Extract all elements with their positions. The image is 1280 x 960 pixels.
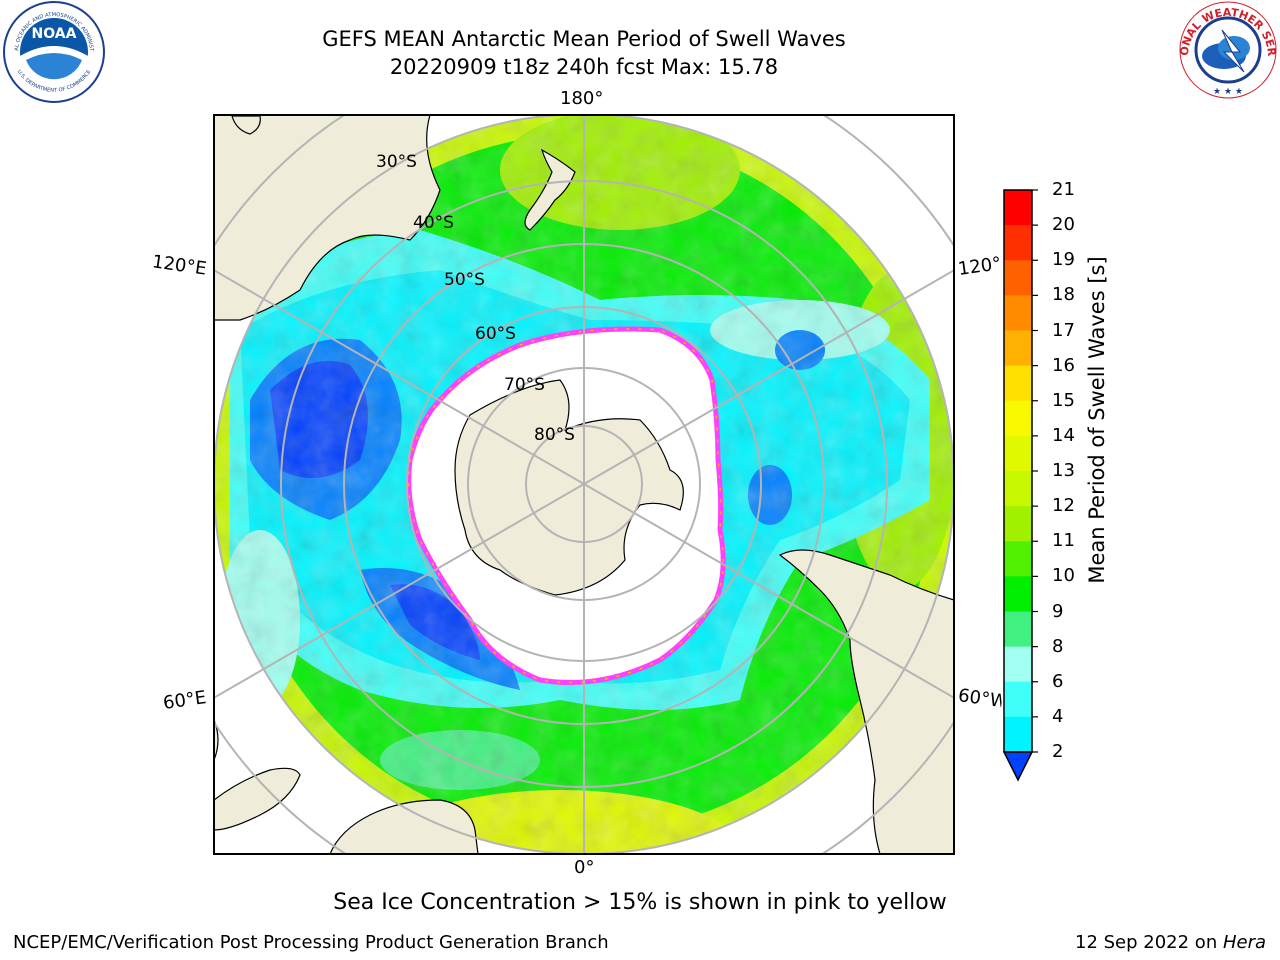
colorbar-tick-label: 19: [1052, 249, 1075, 271]
lat-label-40s: 40°S: [413, 213, 454, 233]
sea-ice-note: Sea Ice Concentration > 15% is shown in …: [333, 890, 947, 915]
colorbar-bin: [1004, 576, 1032, 612]
lat-label-70s: 70°S: [504, 375, 545, 395]
colorbar-tick-label: 18: [1052, 284, 1075, 306]
colorbar-tick-label: 4: [1052, 705, 1064, 727]
date-text: 12 Sep 2022 on Hera: [1075, 932, 1266, 953]
credit-text: NCEP/EMC/Verification Post Processing Pr…: [13, 932, 609, 953]
colorbar-bin: [1004, 295, 1032, 331]
colorbar-bin: [1004, 506, 1032, 542]
lat-label-80s: 80°S: [534, 425, 575, 445]
colorbar-tick-label: 10: [1052, 565, 1075, 587]
colorbar-tick-label: 8: [1052, 635, 1064, 657]
lon-label-180: 180°: [560, 88, 604, 109]
land-africa: [329, 799, 479, 854]
colorbar-extend-min: [1002, 751, 1034, 782]
land-new-zealand: [524, 148, 576, 231]
land-madagascar: [214, 767, 301, 831]
colorbar-tick-label: 6: [1052, 670, 1064, 692]
chart-subtitle: 20220909 t18z 240h fcst Max: 15.78: [389, 55, 779, 79]
colorbar-bin: [1004, 716, 1032, 753]
lon-label-0: 0°: [574, 857, 595, 878]
colorbar-bin: [1004, 681, 1032, 718]
colorbar-tick-label: 2: [1052, 741, 1064, 762]
colorbar-bin: [1004, 646, 1032, 683]
chart-title: GEFS MEAN Antarctic Mean Period of Swell…: [322, 27, 846, 51]
colorbar-tick-label: 20: [1052, 214, 1075, 236]
colorbar-tick-label: 9: [1052, 600, 1064, 622]
noaa-logo: NOAA NATIONAL OCEANIC AND ATMOSPHERIC AD…: [2, 0, 105, 103]
nws-logo: NATIONAL WEATHER SERVICE ★ ★ ★: [1178, 0, 1278, 99]
land-tasmania: [231, 115, 261, 135]
machine-name: Hera: [1222, 932, 1266, 953]
colorbar-tick-label: 21: [1052, 179, 1075, 200]
colorbar-tick-label: 13: [1052, 460, 1075, 481]
noaa-logo-text: NOAA: [32, 26, 77, 42]
colorbar-bin: [1004, 260, 1032, 296]
date-value: 12 Sep 2022 on: [1075, 932, 1223, 953]
colorbar: [1002, 189, 1038, 782]
nws-stars: ★ ★ ★: [1213, 87, 1243, 97]
colorbar-bin: [1004, 190, 1032, 226]
colorbar-bin: [1004, 330, 1032, 367]
colorbar-tick-label: 16: [1052, 354, 1075, 376]
colorbar-bin: [1004, 471, 1032, 507]
lat-label-30s: 30°S: [376, 152, 417, 172]
colorbar-bin: [1004, 435, 1032, 472]
lat-label-50s: 50°S: [444, 270, 485, 290]
graticule: [214, 115, 954, 854]
colorbar-bin: [1004, 611, 1032, 648]
colorbar-bin: [1004, 365, 1032, 402]
colorbar-bin: [1004, 225, 1032, 261]
colorbar-bin: [1004, 541, 1032, 577]
colorbar-tick-label: 17: [1052, 319, 1075, 341]
lat-label-60s: 60°S: [475, 324, 516, 344]
map-frame: [213, 114, 955, 855]
colorbar-tick-label: 11: [1052, 530, 1075, 552]
colorbar-tick-label: 15: [1052, 389, 1075, 411]
colorbar-bin: [1004, 400, 1032, 437]
colorbar-tick-label: 14: [1052, 424, 1075, 446]
colorbar-tick-label: 12: [1052, 495, 1075, 517]
colorbar-label: Mean Period of Swell Waves [s]: [1085, 256, 1109, 584]
